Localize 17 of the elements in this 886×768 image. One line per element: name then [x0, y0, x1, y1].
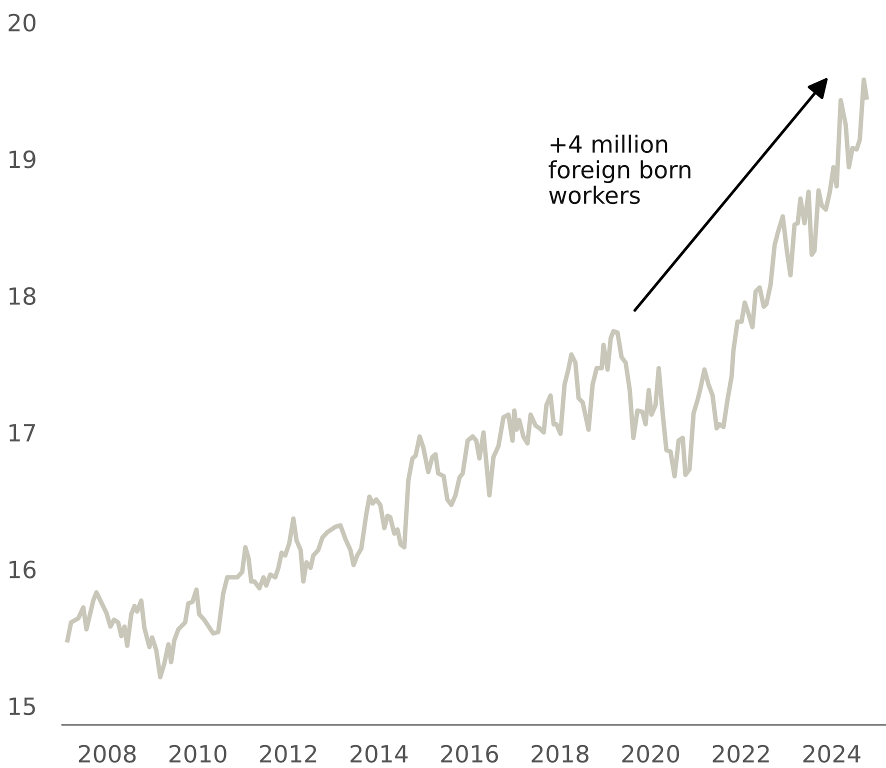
x-tick-label: 2018 — [532, 744, 588, 763]
y-tick-label: 19 — [10, 150, 36, 168]
x-tick-label: 2010 — [170, 744, 226, 763]
x-tick-label: 2020 — [622, 744, 680, 763]
y-tick-label: 17 — [10, 424, 35, 442]
y-tick-label: 16 — [10, 560, 36, 578]
x-tick-label: 2012 — [260, 744, 316, 763]
x-tick-label: 2022 — [712, 744, 769, 763]
x-tick-label: 2024 — [803, 744, 860, 763]
y-tick-label: 15 — [10, 698, 35, 716]
line-series — [65, 77, 869, 680]
x-tick-label: 2016 — [441, 744, 498, 763]
x-tick-label: 2014 — [350, 744, 408, 763]
annotation: +4 million foreign born workers — [548, 134, 690, 204]
x-tick-label: 2008 — [78, 744, 136, 763]
y-tick-label: 18 — [10, 287, 36, 306]
y-tick-label: 20 — [8, 14, 36, 32]
